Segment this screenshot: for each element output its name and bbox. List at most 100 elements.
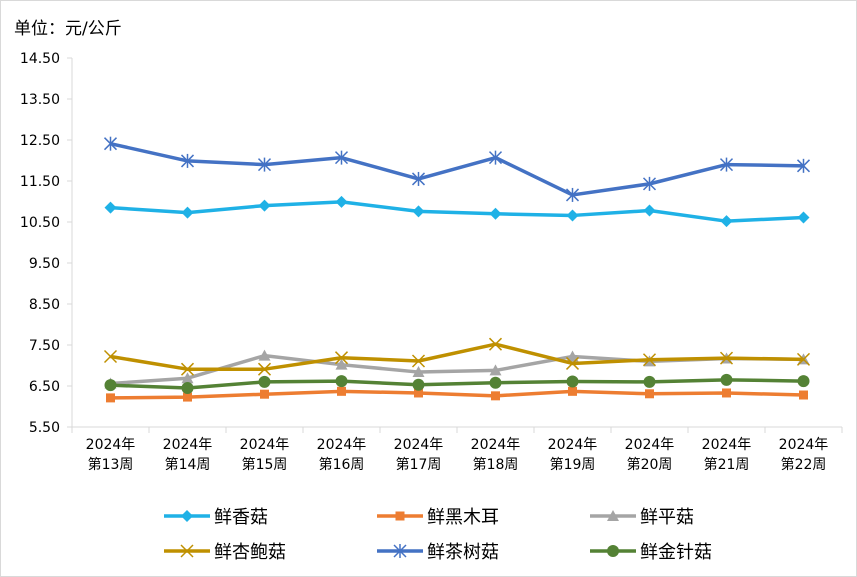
data-point-s1-4 [335,195,348,208]
data-point-s2-5 [414,388,423,398]
data-point-s2-7 [568,386,577,396]
data-point-s6-3 [258,375,271,388]
data-point-s2-2 [183,392,192,402]
y-tick-label: 5.50 [29,420,60,436]
data-point-s1-9 [720,215,733,228]
series-line-4 [110,342,804,371]
data-point-s1-7 [566,209,579,222]
data-point-s2-8 [645,389,654,399]
x-tick-label: 2024年第18周 [471,437,521,473]
data-point-s5-4 [334,150,349,165]
data-point-s4-8 [642,353,657,367]
data-point-s5-1 [103,136,118,151]
legend-marker [607,510,619,521]
legend-marker [393,544,407,558]
legend-item-5: 鲜茶树菇 [377,542,499,563]
x-tick-label: 2024年第13周 [86,437,136,473]
data-point-s6-8 [643,375,656,388]
legend-label: 鲜黑木耳 [427,507,499,528]
data-point-s5-2 [180,153,195,168]
legend-marker [395,511,405,521]
legend-label: 鲜茶树菇 [427,542,499,563]
data-point-s5-5 [411,171,426,186]
x-tick-label: 2024年第15周 [240,437,290,473]
data-point-s1-8 [643,204,656,217]
data-point-s6-2 [181,382,194,395]
data-point-s1-1 [104,201,117,214]
data-point-s4-1 [103,349,118,364]
data-point-s6-10 [797,375,810,388]
data-point-s1-2 [181,206,194,219]
data-point-s6-7 [566,375,579,388]
legend-marker [180,544,194,558]
data-point-s6-5 [412,378,425,391]
x-tick-label: 2024年第22周 [779,437,829,473]
data-point-s3-4 [335,358,348,370]
x-tick-label: 2024年第21周 [702,437,752,473]
data-point-s3-5 [412,366,425,378]
series-line-2 [110,389,804,400]
x-tick-label: 2024年第14周 [163,437,213,473]
y-tick-label: 8.50 [29,297,60,313]
x-tick-label: 2024年第19周 [548,437,598,473]
legend-item-1: 鲜香菇 [164,507,268,528]
legend-item-4: 鲜杏鲍菇 [164,542,286,563]
y-tick-label: 13.50 [20,92,60,108]
data-point-s4-7 [565,356,580,370]
data-point-s6-9 [720,373,733,386]
x-tick-label: 2024年第16周 [317,437,367,473]
legend-item-3: 鲜平菇 [590,507,694,528]
legend-label: 鲜金针菇 [640,542,712,563]
data-point-s4-5 [411,354,426,368]
series-line-1 [110,200,804,223]
y-tick-label: 12.50 [20,133,60,149]
x-tick-label: 2024年第20周 [625,437,675,473]
series-line-5 [110,141,804,197]
y-tick-label: 9.50 [29,256,60,272]
data-point-s5-6 [488,150,503,165]
data-point-s5-8 [642,176,657,191]
data-point-s1-3 [258,199,271,212]
data-point-s1-6 [489,207,502,220]
data-point-s3-3 [258,349,271,361]
y-tick-label: 7.50 [29,338,60,354]
y-tick-label: 11.50 [20,174,60,190]
data-point-s4-6 [488,337,503,351]
data-point-s4-2 [180,362,195,376]
data-point-s2-6 [491,391,500,401]
data-point-s4-4 [334,351,349,365]
legend-label: 鲜杏鲍菇 [214,542,286,563]
data-point-s2-9 [722,388,731,398]
y-tick-label: 10.50 [20,215,60,231]
legend-marker [181,510,193,522]
data-point-s1-10 [797,211,810,224]
legend-marker [607,545,619,557]
data-point-s1-5 [412,205,425,218]
data-point-s6-6 [489,376,502,389]
data-point-s4-9 [719,351,734,365]
data-point-s3-7 [566,350,579,362]
data-point-s3-6 [489,364,502,376]
series-line-6 [110,378,804,390]
data-point-s2-10 [799,390,808,400]
data-point-s4-3 [257,362,272,376]
data-point-s2-1 [106,393,115,403]
legend-item-2: 鲜黑木耳 [377,507,499,528]
data-point-s5-9 [719,157,734,172]
legend-label: 鲜香菇 [214,507,268,528]
y-tick-label: 14.50 [20,51,60,67]
data-point-s6-4 [335,375,348,388]
data-point-s2-3 [260,389,269,399]
data-point-s6-1 [104,379,117,392]
data-point-s2-4 [337,386,346,396]
legend-item-6: 鲜金针菇 [590,542,712,563]
data-point-s3-2 [181,372,194,384]
legend-label: 鲜平菇 [640,507,694,528]
data-point-s4-10 [796,352,811,366]
data-point-s5-7 [565,187,580,202]
data-point-s5-10 [796,158,811,173]
unit-label: 单位：元/公斤 [14,19,122,39]
y-tick-label: 6.50 [29,379,60,395]
